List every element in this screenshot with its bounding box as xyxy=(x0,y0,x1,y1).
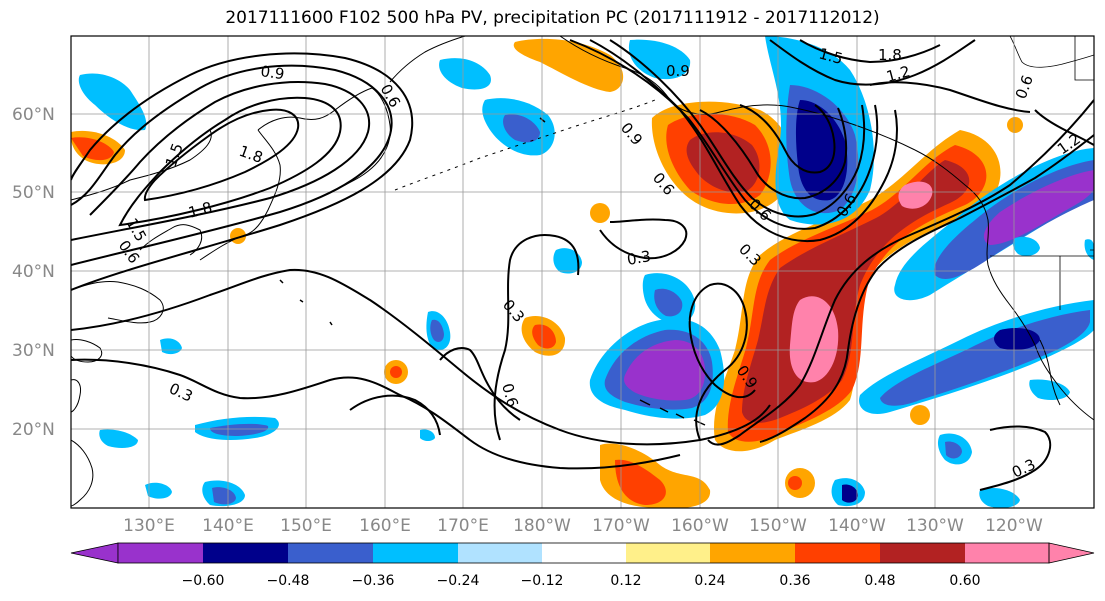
longitude-labels: 130°E 140°E 150°E 160°E 170°E 180°W 170°… xyxy=(123,516,1043,536)
colorbar-swatch xyxy=(880,543,965,563)
colorbar-swatch xyxy=(288,543,373,563)
colorbar-ticks: −0.60 −0.48 −0.36 −0.24 −0.12 0.12 0.24 … xyxy=(182,573,981,589)
colorbar-tick-label: −0.36 xyxy=(352,573,395,589)
colorbar-swatch xyxy=(458,543,542,563)
lon-label: 130°E xyxy=(123,516,175,536)
colorbar-extend-low xyxy=(70,542,119,564)
lon-label: 160°W xyxy=(671,516,729,536)
lon-label: 130°W xyxy=(906,516,964,536)
lon-label: 150°W xyxy=(749,516,807,536)
colorbar-swatch xyxy=(626,543,710,563)
colorbar-tick-label: 0.60 xyxy=(949,573,980,589)
contour-label: 1.5 xyxy=(817,44,845,68)
colorbar-swatch xyxy=(118,543,203,563)
map-frame xyxy=(70,35,1095,509)
lat-label-60n: 60°N xyxy=(12,105,55,125)
lon-label: 160°E xyxy=(359,516,411,536)
contour-label: 0.9 xyxy=(666,62,690,80)
gridlines xyxy=(71,36,1094,508)
map-title: 2017111600 F102 500 hPa PV, precipitatio… xyxy=(225,8,880,28)
lon-label: 170°W xyxy=(592,516,650,536)
colorbar-tick-label: 0.48 xyxy=(864,573,895,589)
colorbar-swatch xyxy=(373,543,458,563)
map-content: 0.9 0.6 1.5 1.8 1.8 1.5 0.6 0.3 0.9 0.6 … xyxy=(71,36,1094,508)
colorbar-tick-label: −0.12 xyxy=(521,573,564,589)
colorbar-swatch xyxy=(203,543,288,563)
colorbar-tick-label: 0.36 xyxy=(779,573,810,589)
latitude-labels: 60°N 50°N 40°N 30°N 20°N xyxy=(12,105,55,440)
lon-label: 150°E xyxy=(280,516,332,536)
colorbar-tick-label: −0.24 xyxy=(437,573,480,589)
contour-label: 0.9 xyxy=(259,62,285,83)
colorbar-swatch xyxy=(710,543,795,563)
colorbar-tick-label: 0.24 xyxy=(694,573,725,589)
lon-label: 170°E xyxy=(437,516,489,536)
colorbar-tick-label: 0.12 xyxy=(610,573,641,589)
lon-label: 180°W xyxy=(513,516,571,536)
colorbar-swatch xyxy=(965,543,1049,563)
colorbar-extend-high xyxy=(1048,542,1095,564)
contour-label: 0.3 xyxy=(626,247,653,269)
lat-label-40n: 40°N xyxy=(12,262,55,282)
lon-label: 140°W xyxy=(828,516,886,536)
lat-label-30n: 30°N xyxy=(12,341,55,361)
colorbar-tick-label: −0.60 xyxy=(182,573,225,589)
contour-label: 0.6 xyxy=(498,381,522,409)
contour-label: 1.2 xyxy=(884,62,912,86)
contour-label: 1.8 xyxy=(186,198,214,222)
lat-label-50n: 50°N xyxy=(12,183,55,203)
lon-label: 140°E xyxy=(202,516,254,536)
colorbar-swatch xyxy=(542,543,626,563)
pv-contours xyxy=(71,39,1094,491)
colorbar xyxy=(70,542,1095,564)
lat-label-20n: 20°N xyxy=(12,420,55,440)
colorbar-tick-label: −0.48 xyxy=(267,573,310,589)
colorbar-swatch xyxy=(795,543,880,563)
lon-label: 120°W xyxy=(985,516,1043,536)
contour-label: 1.8 xyxy=(878,46,902,64)
